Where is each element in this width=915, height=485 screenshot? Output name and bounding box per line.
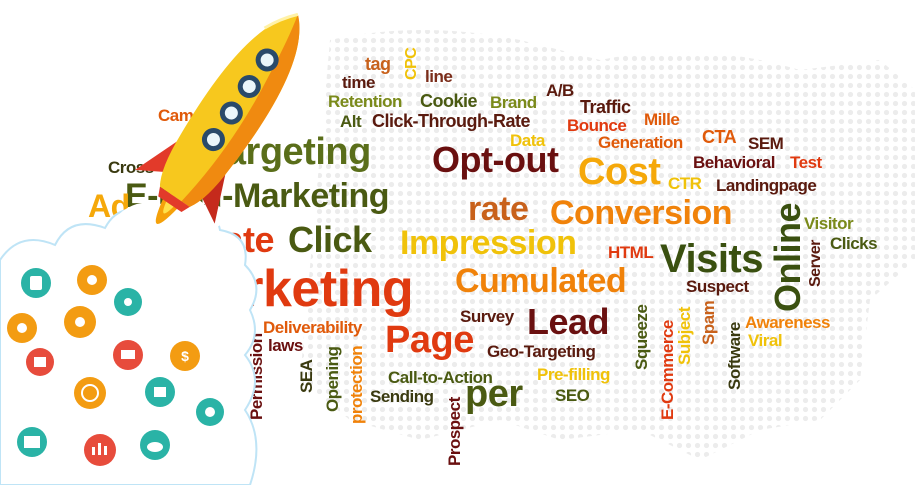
word: Cost <box>578 151 661 193</box>
word: Survey <box>460 307 515 326</box>
word-cloud: tag CPC line time A/B Retention Cookie Brand Tra… <box>88 47 878 466</box>
word: Cookie <box>420 91 478 111</box>
word: Opening <box>323 346 342 412</box>
word: CPC <box>403 47 420 80</box>
word: Suspect <box>686 277 749 296</box>
word: Mille <box>644 110 679 129</box>
word: Data <box>510 131 546 150</box>
word: Viral <box>748 331 782 350</box>
word: Alt <box>340 112 362 131</box>
word: rate <box>468 190 528 228</box>
word: Landingpage <box>716 176 816 195</box>
word: CTA <box>702 127 737 147</box>
word: Test <box>790 153 823 172</box>
word: CTR <box>668 174 702 193</box>
word: per <box>465 373 523 415</box>
word: Geo-Targeting <box>487 342 596 361</box>
word: tag <box>365 54 391 74</box>
rocket <box>135 12 300 224</box>
word: Generation <box>598 133 683 152</box>
word: Online <box>767 203 808 312</box>
svg-text:$: $ <box>181 348 189 364</box>
word: HTML <box>608 243 653 262</box>
word: Click <box>288 219 373 260</box>
word: Click-Through-Rate <box>372 111 530 131</box>
word: Spam <box>699 300 718 345</box>
icons: $ <box>7 265 224 466</box>
word: Squeeze <box>632 304 651 370</box>
word: Behavioral <box>693 153 775 172</box>
word: Bounce <box>567 116 626 135</box>
word: A/B <box>546 81 574 100</box>
word: time <box>342 73 375 92</box>
word: Deliverability <box>263 318 363 337</box>
word: line <box>425 67 452 86</box>
word: protection <box>347 346 366 424</box>
word: Pre-filling <box>537 365 610 384</box>
word: Visitor <box>804 214 854 233</box>
word: Traffic <box>580 97 631 117</box>
word: Software <box>725 322 744 390</box>
word: Prospect <box>445 396 464 466</box>
word: Impression <box>400 224 576 262</box>
word: Cross <box>108 158 154 177</box>
word: Brand <box>490 93 537 112</box>
word: Awareness <box>745 313 830 332</box>
word: Visits <box>660 237 763 281</box>
word: Call-to-Action <box>388 368 493 387</box>
word: E-Commerce <box>658 320 677 420</box>
word: SEO <box>555 386 590 405</box>
word: SEM <box>748 134 784 153</box>
word: Cumulated <box>455 262 626 300</box>
word: SEA <box>297 359 316 393</box>
word: Subject <box>675 306 694 365</box>
word: Conversion <box>550 194 732 232</box>
word: Sending <box>370 387 434 406</box>
word: Page <box>385 319 474 361</box>
word: Server <box>807 240 824 287</box>
word: laws <box>268 336 303 355</box>
word: Retention <box>328 92 402 111</box>
world-map <box>300 30 915 460</box>
word: Clicks <box>830 234 877 253</box>
word: Opt-out <box>432 139 559 180</box>
word: Lead <box>527 301 609 342</box>
